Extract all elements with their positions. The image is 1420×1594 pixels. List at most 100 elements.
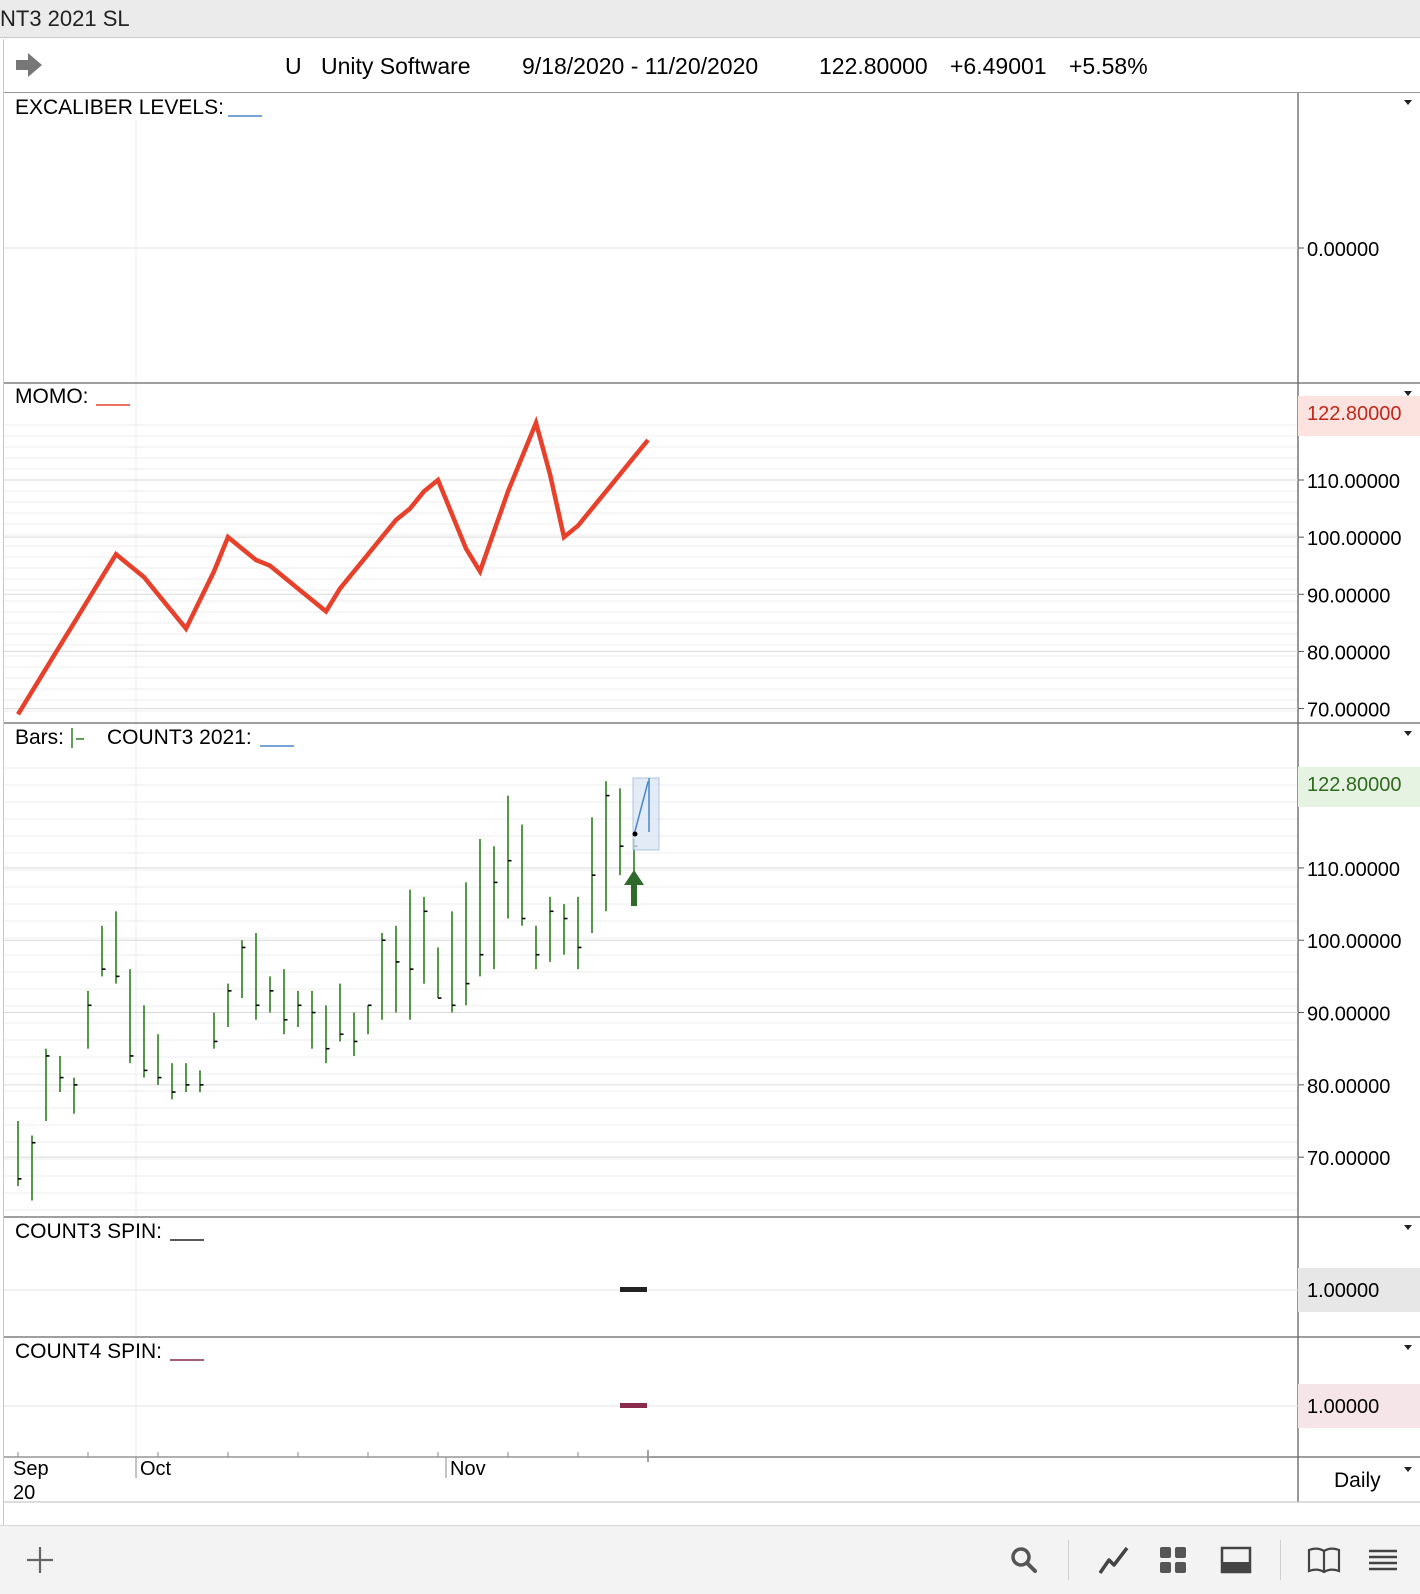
momo-tick-label: 100.00000 bbox=[1307, 528, 1402, 550]
ohlc-bar bbox=[577, 896, 582, 970]
ohlc-bar bbox=[143, 1005, 148, 1078]
excaliber-zero-tick: 0.00000 bbox=[1307, 239, 1379, 261]
count4spin-label: COUNT4 SPIN: bbox=[15, 1340, 162, 1363]
count3spin-value-text: 1.00000 bbox=[1307, 1280, 1379, 1302]
ohlc-bar bbox=[381, 933, 386, 1020]
panel-menu-icon[interactable] bbox=[1404, 1345, 1412, 1350]
ohlc-bar bbox=[73, 1077, 78, 1114]
ohlc-bar bbox=[479, 839, 484, 977]
count3-label: COUNT3 2021: bbox=[107, 726, 252, 749]
count3spin-value-tag bbox=[1298, 1268, 1420, 1312]
month-label-sep: Sep bbox=[13, 1458, 49, 1480]
ohlc-bar bbox=[563, 904, 568, 955]
ohlc-bar bbox=[451, 911, 456, 1013]
line-chart-icon[interactable] bbox=[1096, 1542, 1132, 1578]
ohlc-bar bbox=[535, 925, 540, 970]
bars-value-tag bbox=[1298, 767, 1420, 807]
arrow-right-icon[interactable] bbox=[14, 51, 44, 79]
momo-tick-label: 110.00000 bbox=[1307, 471, 1400, 493]
date-range: 9/18/2020 - 11/20/2020 bbox=[522, 53, 759, 79]
momo-tick-label: 70.00000 bbox=[1307, 700, 1390, 722]
ohlc-bar bbox=[325, 1005, 330, 1064]
ohlc-bar bbox=[423, 896, 428, 984]
ohlc-bar bbox=[353, 1012, 358, 1056]
bars-label: Bars: bbox=[15, 726, 64, 749]
ohlc-bar bbox=[157, 1034, 162, 1085]
toolbar-separator bbox=[1280, 1540, 1281, 1580]
period-selector[interactable]: Daily bbox=[1334, 1469, 1381, 1492]
ohlc-bar bbox=[269, 976, 274, 1013]
month-label-oct: Oct bbox=[140, 1458, 172, 1480]
ohlc-bar bbox=[115, 911, 120, 984]
momo-value-tag bbox=[1298, 396, 1420, 436]
panel-menu-icon[interactable] bbox=[1404, 1225, 1412, 1230]
bars-value-text: 122.80000 bbox=[1307, 774, 1402, 796]
bars-tick-label: 100.00000 bbox=[1307, 931, 1402, 953]
bars-tick-label: 110.00000 bbox=[1307, 859, 1400, 881]
ohlc-bar bbox=[465, 882, 470, 1006]
ohlc-bar bbox=[339, 983, 344, 1042]
count3-dot bbox=[632, 831, 638, 837]
month-label-nov: Nov bbox=[450, 1458, 486, 1480]
ohlc-bar bbox=[549, 896, 554, 962]
count3spin-label: COUNT3 SPIN: bbox=[15, 1220, 162, 1243]
menu-icon[interactable] bbox=[1365, 1542, 1401, 1578]
bottom-toolbar bbox=[0, 1525, 1420, 1594]
ohlc-bar bbox=[185, 1063, 190, 1093]
momo-label: MOMO: bbox=[15, 385, 89, 408]
plus-icon[interactable] bbox=[22, 1542, 58, 1578]
last-price: 122.80000 bbox=[819, 53, 928, 79]
ohlc-bar bbox=[227, 983, 232, 1027]
ohlc-bar bbox=[605, 781, 610, 912]
ohlc-bar bbox=[367, 1004, 372, 1035]
ohlc-bar bbox=[311, 990, 316, 1049]
count3spin-mark bbox=[620, 1287, 647, 1292]
momo-line bbox=[16, 415, 650, 716]
grid-icon[interactable] bbox=[1155, 1542, 1191, 1578]
ohlc-bar bbox=[283, 969, 288, 1035]
percent-change: +5.58% bbox=[1069, 53, 1148, 79]
momo-value-text: 122.80000 bbox=[1307, 403, 1402, 425]
ohlc-bar bbox=[241, 940, 246, 999]
toolbar-separator bbox=[1068, 1540, 1069, 1580]
momo-tick-label: 80.00000 bbox=[1307, 642, 1390, 664]
ohlc-bar bbox=[199, 1070, 204, 1093]
count4spin-mark bbox=[620, 1403, 647, 1408]
count4spin-value-tag bbox=[1298, 1384, 1420, 1428]
ohlc-bar bbox=[395, 925, 400, 1013]
ohlc-bar bbox=[45, 1048, 50, 1121]
left-border bbox=[3, 39, 4, 1525]
book-icon[interactable] bbox=[1306, 1542, 1342, 1578]
bars-tick-label: 90.00000 bbox=[1307, 1004, 1390, 1026]
window-title-bar: NT3 2021 SL bbox=[0, 0, 1420, 38]
ohlc-bar bbox=[101, 925, 106, 977]
momo-tick-label: 90.00000 bbox=[1307, 585, 1390, 607]
panel-menu-icon[interactable] bbox=[1404, 391, 1412, 396]
bars-tick-label: 70.00000 bbox=[1307, 1148, 1390, 1170]
ohlc-bar bbox=[129, 969, 134, 1064]
ohlc-bar bbox=[171, 1063, 176, 1100]
buy-signal-arrow-icon bbox=[624, 870, 644, 906]
ohlc-bar bbox=[17, 1121, 22, 1187]
ohlc-bar bbox=[255, 933, 260, 1020]
ohlc-bar bbox=[493, 846, 498, 970]
search-icon[interactable] bbox=[1006, 1542, 1042, 1578]
ohlc-bar bbox=[619, 788, 624, 876]
momo-points bbox=[17, 422, 649, 715]
ohlc-bar bbox=[507, 795, 512, 919]
chart-area[interactable]: EXCALIBER LEVELS: 0.00000 MOMO: 70.00000… bbox=[0, 0, 1420, 1525]
symbol-ticker: U bbox=[285, 53, 302, 79]
ohlc-bar bbox=[59, 1055, 64, 1093]
panel-menu-icon[interactable] bbox=[1404, 731, 1412, 736]
panel-menu-icon[interactable] bbox=[1404, 100, 1412, 105]
symbol-header: U Unity Software 9/18/2020 - 11/20/2020 … bbox=[4, 39, 1420, 93]
period-menu-icon[interactable] bbox=[1404, 1467, 1412, 1472]
bars-axis: 70.00000 80.00000 90.00000 100.00000 110.000… bbox=[4, 859, 1402, 1170]
ohlc-bar bbox=[521, 824, 526, 926]
panel-icon[interactable] bbox=[1218, 1542, 1254, 1578]
ohlc-bar bbox=[213, 1012, 218, 1049]
excaliber-label: EXCALIBER LEVELS: bbox=[15, 96, 224, 119]
ohlc-bar bbox=[591, 817, 596, 933]
ohlc-bars bbox=[17, 781, 638, 1201]
ohlc-bar bbox=[31, 1135, 36, 1201]
